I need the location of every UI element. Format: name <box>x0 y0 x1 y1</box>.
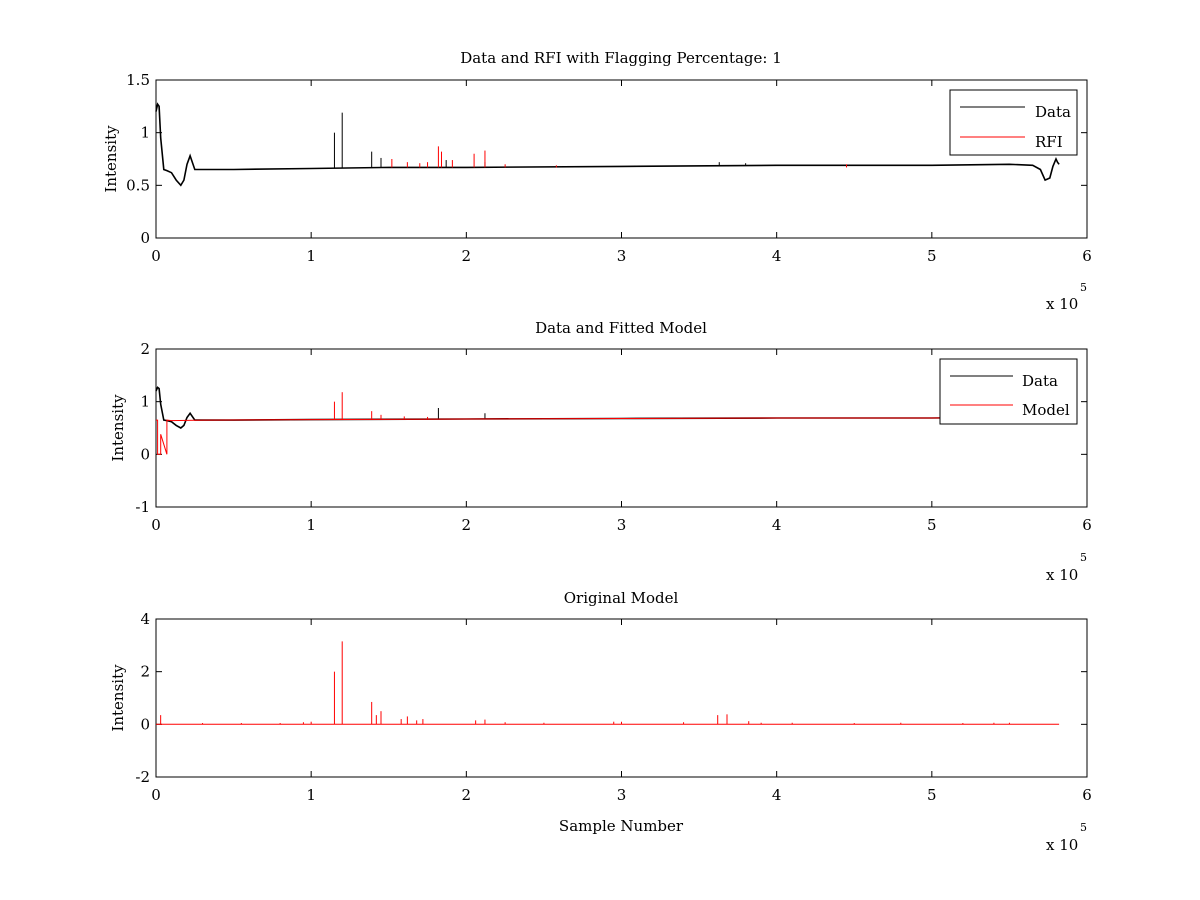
series-marks <box>155 386 994 455</box>
x-tick-label: 1 <box>306 516 316 534</box>
x-tick-label: 4 <box>772 516 782 534</box>
series-marks <box>155 102 1060 187</box>
x-tick-label: 6 <box>1082 786 1092 804</box>
series-line <box>156 417 994 455</box>
y-tick-label: 2 <box>140 340 150 358</box>
y-axis-label: Intensity <box>109 664 127 732</box>
y-tick-label: 0.5 <box>126 176 150 194</box>
panel-data-rfi: Data and RFI with Flagging Percentage: 1… <box>102 49 1092 313</box>
y-tick-label: 0 <box>140 229 150 247</box>
x-tick-label: 5 <box>927 247 937 265</box>
chart-title: Data and Fitted Model <box>535 319 707 337</box>
x-tick-label: 0 <box>151 516 161 534</box>
legend-label-model: Model <box>1022 401 1070 419</box>
x-tick-label: 0 <box>151 247 161 265</box>
legend-label-rfi: RFI <box>1035 133 1063 151</box>
y-tick-label: 1 <box>140 393 150 411</box>
y-tick-label: 4 <box>140 610 150 628</box>
legend-box <box>939 358 1078 425</box>
legend: Data Model <box>939 358 1078 425</box>
x-multiplier: x 10 <box>1046 566 1078 584</box>
x-tick-label: 3 <box>617 786 627 804</box>
y-tick-label: -2 <box>135 768 150 786</box>
chart-title: Original Model <box>564 589 679 607</box>
x-multiplier: x 10 <box>1046 836 1078 854</box>
x-tick-label: 6 <box>1082 247 1092 265</box>
plot-area <box>155 348 1088 508</box>
x-tick-label: 1 <box>306 786 316 804</box>
y-tick-label: -1 <box>135 498 150 516</box>
series-marks <box>156 641 1060 725</box>
panel-data-fitted-model: Data and Fitted Model Intensity 0 1 2 3 4 5 6 -… <box>109 319 1092 584</box>
legend: Data RFI <box>949 89 1078 156</box>
x-tick-label: 0 <box>151 786 161 804</box>
x-exponent: 5 <box>1080 281 1087 294</box>
y-tick-label: 2 <box>140 663 150 681</box>
panel-original-model: Original Model Intensity Sample Number 0… <box>109 589 1092 854</box>
series-model <box>156 392 994 455</box>
x-tick-label: 5 <box>927 786 937 804</box>
series-original-model <box>156 641 1060 725</box>
plot-area <box>155 618 1088 778</box>
y-axis-label: Intensity <box>109 394 127 462</box>
y-tick-label: 0 <box>140 445 150 463</box>
x-tick-label: 4 <box>772 786 782 804</box>
x-tick-label: 3 <box>617 516 627 534</box>
x-tick-label: 3 <box>617 247 627 265</box>
plot-area <box>155 79 1088 239</box>
x-exponent: 5 <box>1080 821 1087 834</box>
x-tick-label: 2 <box>462 786 472 804</box>
x-tick-label: 5 <box>927 516 937 534</box>
legend-box <box>949 89 1078 156</box>
y-axis-label: Intensity <box>102 125 120 193</box>
legend-label-data: Data <box>1022 372 1058 390</box>
series-rfi <box>391 146 847 168</box>
x-tick-label: 1 <box>306 247 316 265</box>
chart-title: Data and RFI with Flagging Percentage: 1 <box>460 49 782 67</box>
axis-ticks: 0 1 2 3 4 5 6 0 0.5 1 1.5 <box>126 71 1092 265</box>
x-multiplier: x 10 <box>1046 295 1078 313</box>
x-tick-label: 4 <box>772 247 782 265</box>
legend-label-data: Data <box>1035 103 1071 121</box>
y-tick-label: 1 <box>140 124 150 142</box>
x-tick-label: 2 <box>462 247 472 265</box>
x-tick-label: 6 <box>1082 516 1092 534</box>
series-data <box>155 102 1060 187</box>
y-tick-label: 1.5 <box>126 71 150 89</box>
x-tick-label: 2 <box>462 516 472 534</box>
series-line <box>155 102 1060 187</box>
x-axis-label: Sample Number <box>559 817 684 835</box>
y-tick-label: 0 <box>140 715 150 733</box>
x-exponent: 5 <box>1080 551 1087 564</box>
